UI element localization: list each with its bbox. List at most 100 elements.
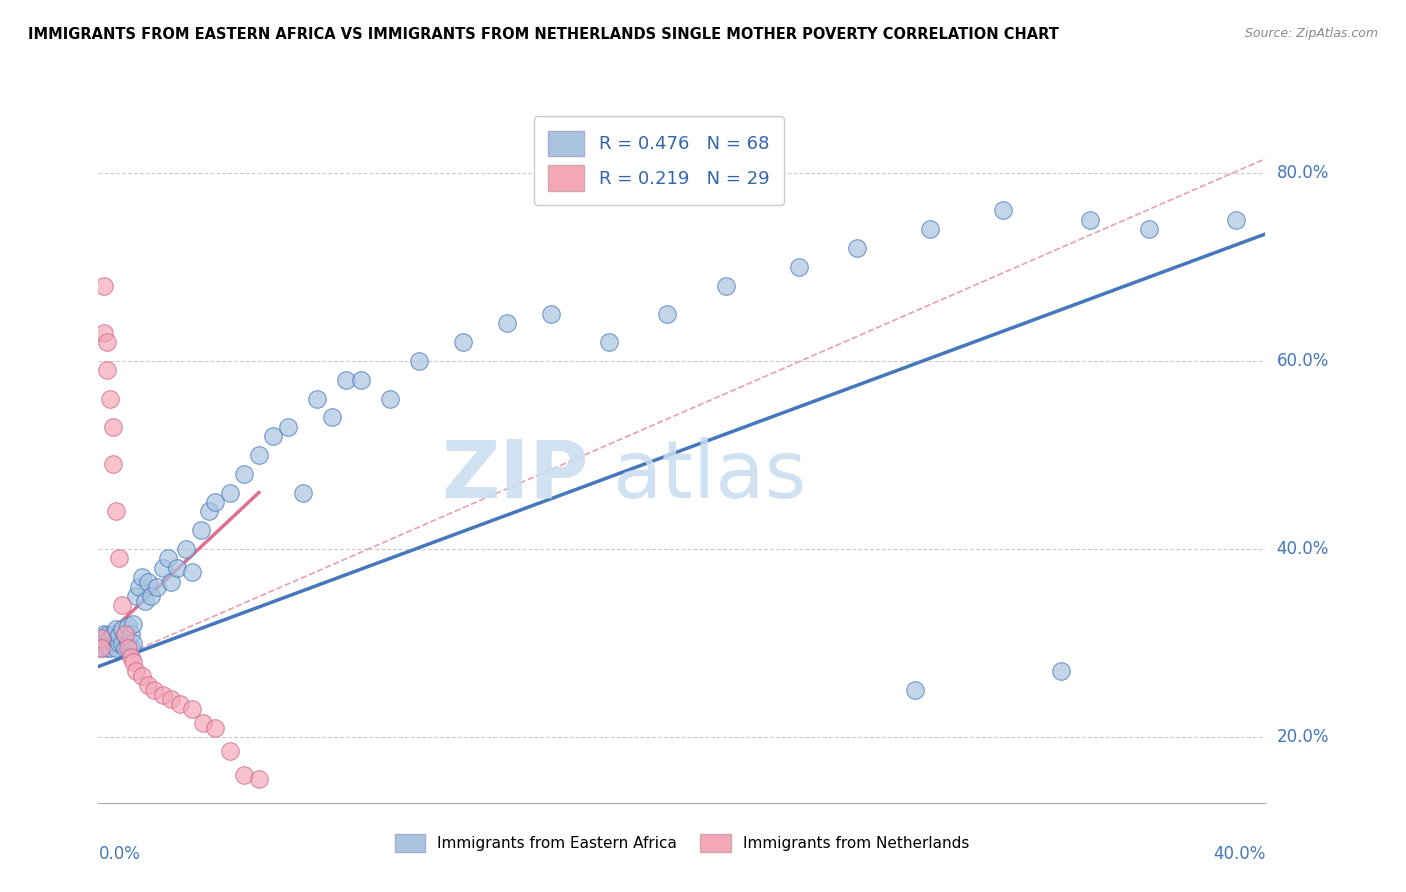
Text: ZIP: ZIP — [441, 437, 589, 515]
Point — [169, 697, 191, 711]
Point — [904, 683, 927, 698]
Point — [218, 744, 240, 758]
Point — [108, 551, 131, 566]
Point — [128, 580, 150, 594]
Point — [157, 551, 180, 566]
Point — [262, 429, 284, 443]
Point — [111, 599, 134, 613]
Point — [101, 626, 124, 640]
Point — [160, 692, 183, 706]
Point — [657, 307, 679, 321]
Point — [247, 772, 270, 787]
Point — [98, 640, 121, 655]
Point — [166, 560, 188, 574]
Point — [114, 626, 136, 640]
Point — [598, 335, 620, 350]
Point — [111, 622, 134, 636]
Text: Source: ZipAtlas.com: Source: ZipAtlas.com — [1244, 27, 1378, 40]
Point — [247, 448, 270, 462]
Point — [180, 566, 202, 580]
Point — [291, 485, 314, 500]
Point — [90, 640, 112, 655]
Point — [93, 626, 115, 640]
Text: atlas: atlas — [612, 437, 806, 515]
Text: 80.0%: 80.0% — [1277, 164, 1329, 182]
Point — [125, 589, 148, 603]
Point — [152, 560, 174, 574]
Point — [451, 335, 474, 350]
Text: 40.0%: 40.0% — [1213, 845, 1265, 863]
Point — [108, 628, 131, 642]
Point — [233, 767, 256, 781]
Point — [96, 335, 118, 350]
Point — [117, 640, 139, 655]
Point — [93, 326, 115, 340]
Point — [918, 222, 941, 236]
Point — [204, 495, 226, 509]
Point — [136, 678, 159, 692]
Point — [120, 626, 142, 640]
Point — [193, 715, 215, 730]
Text: 60.0%: 60.0% — [1277, 352, 1329, 370]
Point — [111, 636, 134, 650]
Point — [198, 504, 221, 518]
Point — [98, 392, 121, 406]
Point — [117, 636, 139, 650]
Point — [190, 523, 212, 537]
Point — [1080, 212, 1102, 227]
Point — [146, 580, 169, 594]
Point — [96, 628, 118, 642]
Point — [104, 632, 127, 646]
Point — [160, 574, 183, 589]
Text: 20.0%: 20.0% — [1277, 728, 1329, 746]
Point — [96, 363, 118, 377]
Point — [104, 622, 127, 636]
Point — [93, 636, 115, 650]
Point — [101, 636, 124, 650]
Point — [122, 655, 145, 669]
Point — [131, 570, 153, 584]
Point — [114, 640, 136, 655]
Point — [180, 702, 202, 716]
Point — [335, 373, 357, 387]
Point — [277, 419, 299, 434]
Point — [98, 632, 121, 646]
Point — [131, 669, 153, 683]
Point — [321, 410, 343, 425]
Text: 40.0%: 40.0% — [1277, 540, 1329, 558]
Point — [152, 688, 174, 702]
Point — [134, 593, 156, 607]
Point — [104, 504, 127, 518]
Point — [540, 307, 562, 321]
Point — [108, 636, 131, 650]
Point — [174, 541, 197, 556]
Point — [96, 640, 118, 655]
Legend: Immigrants from Eastern Africa, Immigrants from Netherlands: Immigrants from Eastern Africa, Immigran… — [388, 828, 976, 858]
Point — [1137, 222, 1160, 236]
Point — [90, 640, 112, 655]
Point — [991, 203, 1014, 218]
Point — [120, 640, 142, 655]
Point — [204, 721, 226, 735]
Point — [101, 458, 124, 472]
Point — [122, 617, 145, 632]
Point — [122, 636, 145, 650]
Point — [125, 664, 148, 678]
Point — [307, 392, 329, 406]
Point — [117, 619, 139, 633]
Point — [408, 354, 430, 368]
Point — [136, 574, 159, 589]
Point — [1225, 212, 1247, 227]
Point — [233, 467, 256, 481]
Text: 0.0%: 0.0% — [98, 845, 141, 863]
Point — [380, 392, 402, 406]
Point — [139, 589, 162, 603]
Point — [120, 650, 142, 665]
Point — [350, 373, 373, 387]
Point — [496, 316, 519, 330]
Point — [714, 278, 737, 293]
Point — [90, 632, 112, 646]
Point — [101, 419, 124, 434]
Point — [90, 632, 112, 646]
Point — [1050, 664, 1073, 678]
